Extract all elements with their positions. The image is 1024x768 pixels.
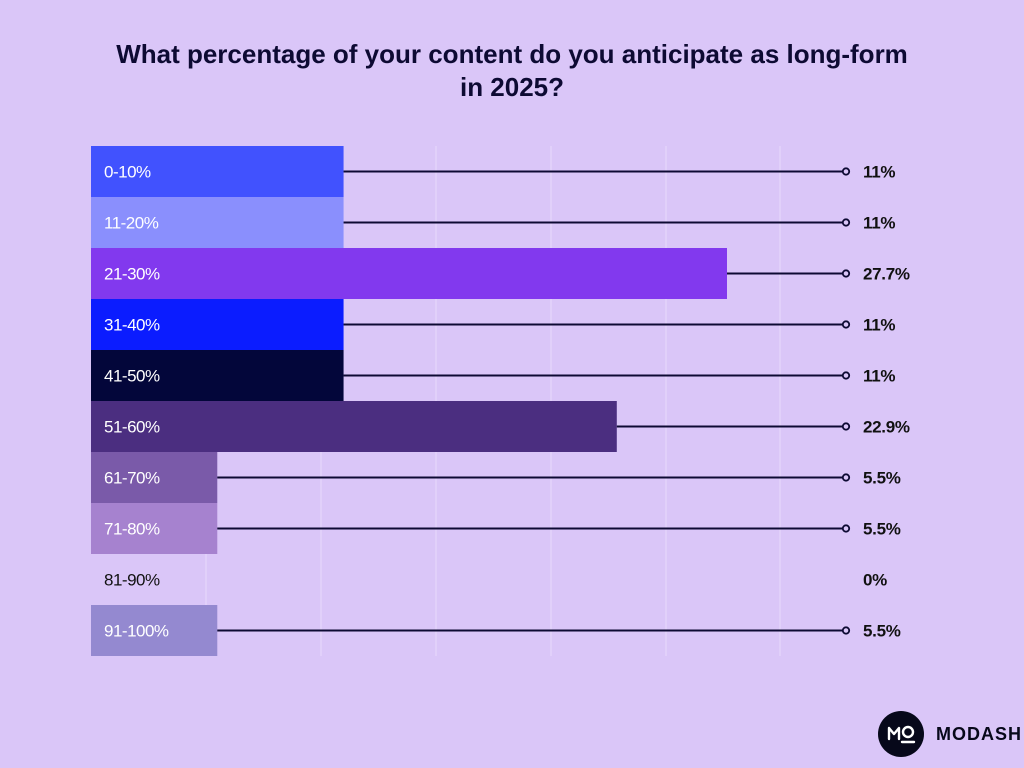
bar-layer (91, 146, 727, 656)
value-label: 11% (863, 367, 895, 386)
bar-chart: 0-10% 11% 11-20% 11% 21-30% 27.7% 31-40% 11% 41-… (91, 146, 910, 656)
leader-line-end-dot (841, 626, 851, 635)
leader-line-end-dot (841, 524, 851, 533)
label-layer: 0-10% 11% 11-20% 11% 21-30% 27.7% 31-40% 11% 41-… (104, 163, 910, 641)
leader-line-end-dot (841, 167, 851, 176)
leader-line-end-dot (841, 473, 851, 482)
category-label: 31-40% (104, 316, 160, 335)
category-label: 11-20% (104, 214, 159, 233)
bar (91, 197, 344, 248)
bar (91, 299, 344, 350)
value-label: 22.9% (863, 418, 910, 437)
bar (91, 452, 218, 503)
leader-line-end-dot (841, 269, 851, 278)
category-label: 81-90% (104, 571, 160, 590)
leader-line-end-dot (841, 320, 851, 329)
value-label: 27.7% (863, 265, 910, 284)
category-label: 21-30% (104, 265, 160, 284)
value-label: 0% (863, 571, 887, 590)
value-label: 5.5% (863, 622, 901, 641)
value-label: 5.5% (863, 520, 901, 539)
chart-title-line-2: in 2025? (459, 72, 565, 102)
value-label: 11% (863, 214, 895, 233)
leader-line-layer (217, 167, 851, 635)
value-label: 11% (863, 316, 895, 335)
leader-line-end-dot (841, 218, 851, 227)
category-label: 91-100% (104, 622, 169, 641)
bar (91, 605, 218, 656)
mo-monogram-icon (878, 711, 924, 757)
chart-title: What percentage of your content do you a… (0, 38, 1024, 104)
bar (91, 401, 617, 452)
value-label: 5.5% (863, 469, 901, 488)
bar (91, 146, 344, 197)
leader-line-end-dot (841, 422, 851, 431)
category-label: 41-50% (104, 367, 160, 386)
category-label: 71-80% (104, 520, 160, 539)
chart-title-line-1: What percentage of your content do you a… (116, 39, 908, 69)
leader-line-end-dot (841, 371, 851, 380)
brand-logo: MODASH (878, 711, 1022, 757)
value-label: 11% (863, 163, 895, 182)
bar (91, 350, 344, 401)
brand-name: MODASH (936, 723, 1022, 744)
category-label: 51-60% (104, 418, 160, 437)
category-label: 0-10% (104, 163, 151, 182)
bar (91, 503, 218, 554)
category-label: 61-70% (104, 469, 160, 488)
bar (91, 248, 727, 299)
